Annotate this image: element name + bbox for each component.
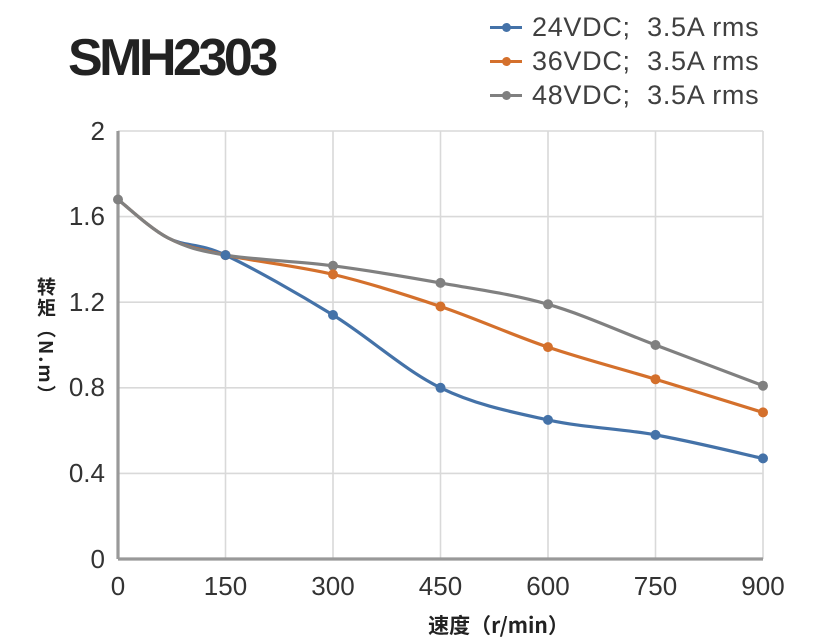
svg-text:0: 0 <box>91 544 105 574</box>
svg-text:900: 900 <box>741 571 784 601</box>
svg-text:1.2: 1.2 <box>69 287 105 317</box>
svg-text:600: 600 <box>526 571 569 601</box>
svg-text:300: 300 <box>311 571 354 601</box>
svg-text:750: 750 <box>634 571 677 601</box>
svg-text:1.6: 1.6 <box>69 201 105 231</box>
svg-text:0.4: 0.4 <box>69 458 105 488</box>
svg-text:2: 2 <box>91 116 105 146</box>
svg-text:0: 0 <box>111 571 125 601</box>
svg-text:150: 150 <box>204 571 247 601</box>
svg-text:0.8: 0.8 <box>69 372 105 402</box>
svg-text:450: 450 <box>419 571 462 601</box>
